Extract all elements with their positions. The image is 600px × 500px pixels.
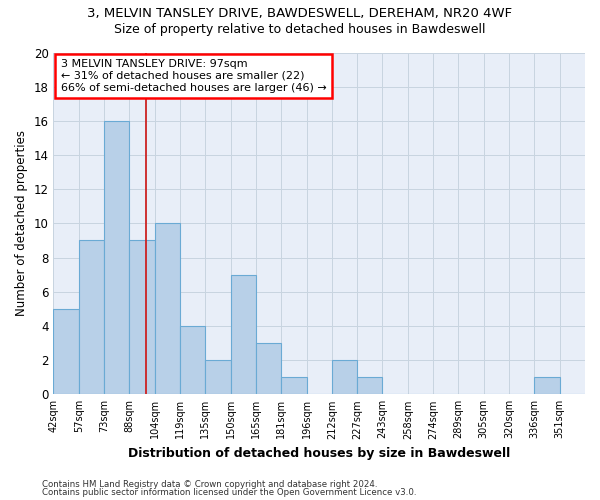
X-axis label: Distribution of detached houses by size in Bawdeswell: Distribution of detached houses by size …	[128, 447, 511, 460]
Bar	[104, 121, 130, 394]
Bar	[53, 309, 79, 394]
Y-axis label: Number of detached properties: Number of detached properties	[15, 130, 28, 316]
Text: 3 MELVIN TANSLEY DRIVE: 97sqm
← 31% of detached houses are smaller (22)
66% of s: 3 MELVIN TANSLEY DRIVE: 97sqm ← 31% of d…	[61, 60, 327, 92]
Bar	[332, 360, 357, 394]
Text: 3, MELVIN TANSLEY DRIVE, BAWDESWELL, DEREHAM, NR20 4WF: 3, MELVIN TANSLEY DRIVE, BAWDESWELL, DER…	[88, 8, 512, 20]
Bar	[180, 326, 205, 394]
Bar	[205, 360, 230, 394]
Bar	[357, 377, 382, 394]
Bar	[256, 343, 281, 394]
Text: Contains public sector information licensed under the Open Government Licence v3: Contains public sector information licen…	[42, 488, 416, 497]
Text: Contains HM Land Registry data © Crown copyright and database right 2024.: Contains HM Land Registry data © Crown c…	[42, 480, 377, 489]
Bar	[79, 240, 104, 394]
Bar	[230, 274, 256, 394]
Bar	[155, 224, 180, 394]
Bar	[535, 377, 560, 394]
Bar	[281, 377, 307, 394]
Bar	[130, 240, 155, 394]
Text: Size of property relative to detached houses in Bawdeswell: Size of property relative to detached ho…	[114, 22, 486, 36]
